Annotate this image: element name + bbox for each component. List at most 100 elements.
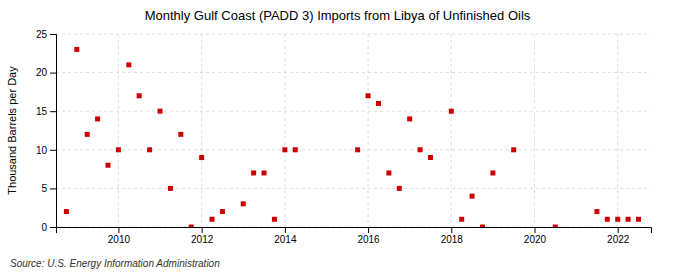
tick: 2016 [357,227,380,245]
point [199,155,204,160]
axis-line [57,228,652,234]
point [626,217,631,222]
tick-label: 20 [36,67,48,78]
point [615,217,620,222]
chart: 2010 2012 2014 2016 2018 2020 2022 0 5 10 15 20 25 Mo… [0,0,675,275]
tick-label: 2020 [524,234,547,245]
point [74,47,79,52]
tick: 2022 [607,227,630,245]
tick-mark [50,150,56,151]
tick-mark [50,34,56,35]
grid-line [617,34,618,227]
tick-label: 2012 [191,234,214,245]
grid-line [56,188,651,189]
tick: 2014 [274,227,297,245]
point [459,217,464,222]
point [386,170,391,175]
point [293,147,298,152]
tick-mark [118,227,119,233]
grid-line [56,111,651,112]
tick: 15 [36,106,56,117]
tick-mark [50,111,56,112]
title: Monthly Gulf Coast (PADD 3) Imports from… [145,8,531,23]
point [376,101,381,106]
grid-line [368,34,369,227]
tick-label: 2014 [274,234,297,245]
source: Source: U.S. Energy Information Administ… [10,258,220,269]
point [147,147,152,152]
tick: 20 [36,67,56,78]
point [511,147,516,152]
point [262,170,267,175]
points [64,47,641,227]
point [366,93,371,98]
tick-label: 2022 [607,234,630,245]
point [636,217,641,222]
tick-mark [285,227,286,233]
tick-label: 0 [41,222,47,233]
point [480,225,485,228]
tick: 2020 [524,227,547,245]
point [470,194,475,199]
point [449,109,454,114]
point [241,201,246,206]
point [116,147,121,152]
point [428,155,433,160]
tick-mark [50,73,56,74]
point [355,147,360,152]
tick-mark [50,188,56,189]
tick: 0 [41,222,56,233]
tick-mark [50,227,56,228]
grid-line [201,34,202,227]
tick: 25 [36,29,56,40]
grid-line [284,34,285,227]
tick: 5 [41,183,56,194]
point [137,93,142,98]
point [126,62,131,67]
x-axis: 2010 2012 2014 2016 2018 2020 2022 [57,227,652,245]
grid-line [56,149,651,150]
point [594,209,599,214]
tick-label: 15 [36,106,48,117]
point [168,186,173,191]
point [95,116,100,121]
tick: 2012 [191,227,214,245]
tick-label: 2010 [108,234,131,245]
tick-mark [202,227,203,233]
tick-label: 2016 [357,234,380,245]
point [210,217,215,222]
point [605,217,610,222]
tick-label: 25 [36,29,48,40]
point [85,132,90,137]
point [272,217,277,222]
tick-mark [534,227,535,233]
tick-mark [618,227,619,233]
point [64,209,69,214]
tick-mark [368,227,369,233]
point [407,116,412,121]
tick-label: 10 [36,145,48,156]
grid-line [451,34,452,227]
grid-line [534,34,535,227]
point [158,109,163,114]
tick-label: 5 [41,183,47,194]
point [553,225,558,228]
point [189,225,194,228]
tick-mark [451,227,452,233]
tick: 10 [36,145,56,156]
grid-line [56,34,651,35]
grid-line [56,72,651,73]
tick-label: 2018 [441,234,464,245]
y-axis-title: Thousand Barrels per Day [6,66,18,195]
tick: 2018 [441,227,464,245]
tick: 2010 [108,227,131,245]
grid [56,34,651,227]
y-axis: 0 5 10 15 20 25 [36,29,57,233]
point [106,163,111,168]
plot-area: 2010 2012 2014 2016 2018 2020 2022 0 5 10 15 20 25 [36,29,652,245]
point [251,170,256,175]
axis-line [50,35,57,228]
point [490,170,495,175]
grid-line [118,34,119,227]
point [178,132,183,137]
